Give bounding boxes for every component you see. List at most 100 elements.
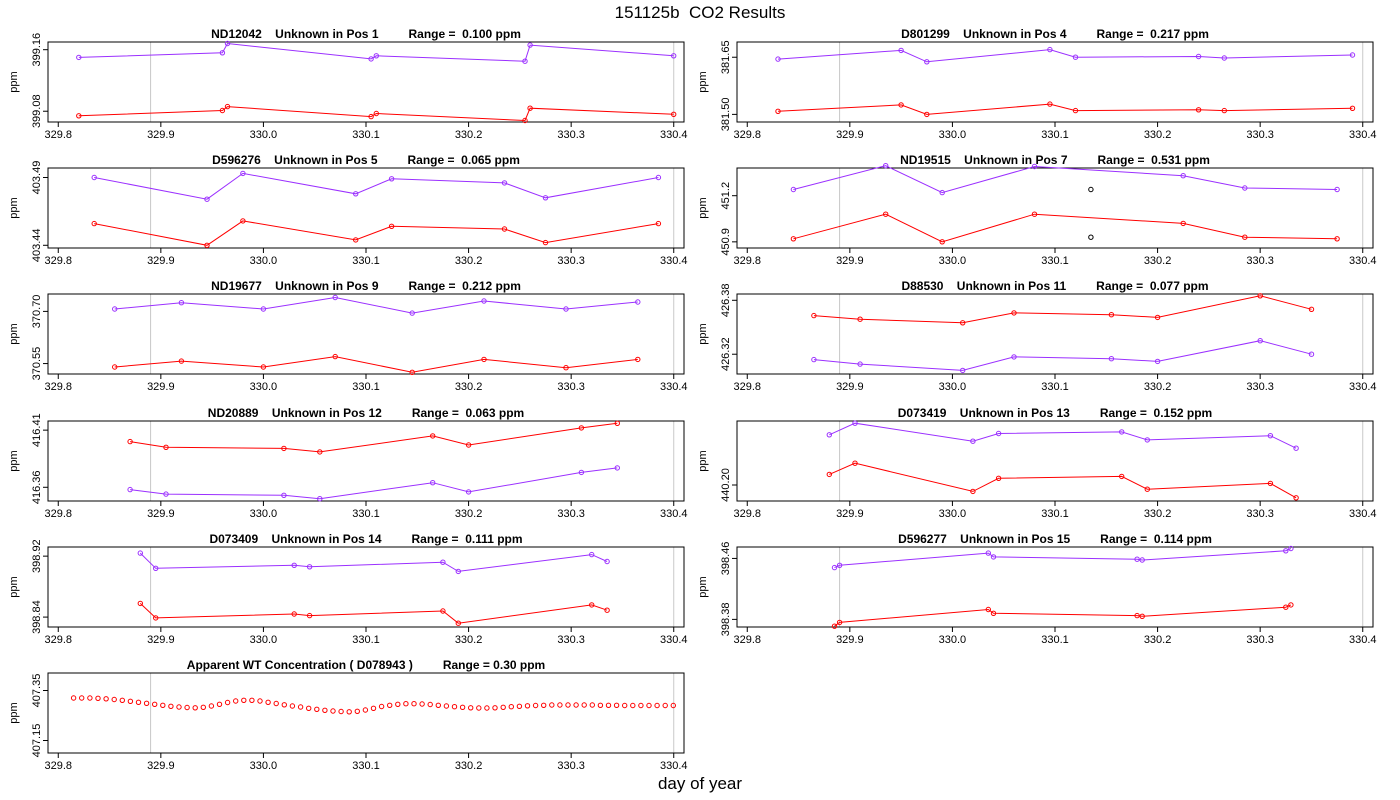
- data-point-lower: [1257, 338, 1263, 344]
- data-point-WT: [459, 704, 466, 710]
- data-point-WT: [654, 702, 660, 709]
- data-point-upper: [481, 298, 487, 304]
- data-point-WT: [492, 705, 498, 711]
- data-point-WT: [646, 702, 652, 709]
- data-point-lower: [430, 480, 436, 486]
- data-point-lower: [1283, 604, 1289, 610]
- x-tick-label: 329.8: [44, 381, 72, 393]
- y-tick-label: 426.32: [720, 337, 732, 371]
- data-point-upper: [1031, 163, 1038, 170]
- x-tick-label: 330.1: [352, 255, 380, 267]
- data-point-upper: [563, 306, 569, 312]
- data-point-upper: [1047, 46, 1053, 53]
- x-tick-label: 330.1: [1041, 634, 1069, 646]
- chart-panel-5: D88530 Unknown in Pos 11 Range = 0.077 p…: [697, 279, 1377, 393]
- data-point-lower: [1293, 495, 1299, 501]
- series-line-upper: [813, 295, 1312, 324]
- series-line-upper: [78, 42, 674, 62]
- data-point-lower: [995, 475, 1002, 481]
- data-point-lower: [332, 353, 338, 360]
- x-tick-label: 330.2: [455, 129, 483, 141]
- x-tick-label: 330.0: [939, 634, 967, 646]
- x-tick-label: 330.3: [1246, 381, 1274, 393]
- chart-panel-1: D801299 Unknown in Pos 4 Range = 0.217 p…: [697, 27, 1377, 141]
- data-point-WT: [79, 695, 85, 701]
- data-point-upper: [836, 562, 843, 568]
- data-point-WT: [265, 699, 271, 705]
- data-point-WT: [346, 709, 352, 715]
- data-point-upper: [501, 180, 508, 186]
- data-point-lower: [563, 365, 569, 371]
- panel-title: D073419 Unknown in Pos 13 Range = 0.152 …: [898, 406, 1212, 420]
- x-tick-label: 330.4: [1349, 381, 1377, 393]
- x-tick-label: 329.9: [836, 634, 864, 646]
- series-line-lower: [78, 106, 674, 122]
- y-tick-label: 381.65: [720, 40, 732, 74]
- x-tick-label: 330.3: [1246, 508, 1274, 520]
- data-point-WT: [500, 704, 506, 710]
- y-tick-label: 450.9: [720, 228, 732, 256]
- data-point-WT: [468, 705, 474, 711]
- data-point-upper: [76, 54, 82, 61]
- data-point-upper: [857, 316, 863, 322]
- data-point-WT: [565, 702, 571, 708]
- data-point-WT: [541, 702, 547, 708]
- data-point-WT: [233, 698, 239, 704]
- data-point-lower: [440, 608, 446, 614]
- x-tick-label: 329.9: [147, 381, 175, 393]
- chart-panel-2: D596276 Unknown in Pos 5 Range = 0.065 p…: [8, 153, 688, 267]
- data-point-upper: [368, 56, 374, 62]
- data-point-lower: [775, 108, 781, 115]
- data-point-WT: [451, 704, 458, 710]
- x-tick-label: 330.2: [455, 634, 483, 646]
- data-point-WT: [597, 702, 604, 708]
- data-point-WT: [435, 702, 441, 708]
- x-tick-label: 330.1: [1041, 129, 1069, 141]
- y-tick-label: 416.36: [31, 470, 43, 504]
- data-point-lower: [1119, 473, 1125, 480]
- data-point-WT: [524, 703, 531, 709]
- data-point-lower: [1072, 107, 1079, 114]
- y-tick-label: 440.20: [720, 468, 732, 502]
- y-tick-label: 398.38: [720, 603, 732, 637]
- panel-title: ND20889 Unknown in Pos 12 Range = 0.063 …: [208, 406, 524, 420]
- series-line-upper: [793, 165, 1338, 194]
- data-point-lower: [924, 111, 930, 118]
- panel-title: Apparent WT Concentration ( D078943 ) Ra…: [187, 658, 545, 672]
- y-axis-label: ppm: [8, 71, 20, 92]
- series-line-lower: [813, 340, 1312, 371]
- data-point-lower: [455, 620, 461, 626]
- data-point-upper: [826, 432, 832, 438]
- data-point-lower: [790, 236, 797, 242]
- data-point-upper: [219, 50, 226, 56]
- data-point-lower: [501, 226, 508, 232]
- x-tick-label: 329.9: [147, 634, 175, 646]
- x-tick-label: 330.1: [352, 508, 380, 520]
- y-axis-label: ppm: [697, 576, 709, 597]
- data-point-lower: [281, 492, 287, 498]
- data-point-upper: [960, 320, 966, 326]
- x-tick-label: 329.8: [44, 760, 72, 772]
- x-tick-label: 329.8: [733, 255, 761, 267]
- data-point-WT: [419, 701, 425, 707]
- data-point-lower: [1047, 101, 1053, 107]
- data-point-lower: [1334, 236, 1340, 242]
- x-tick-label: 330.1: [352, 381, 380, 393]
- data-point-lower: [852, 460, 858, 466]
- data-point-lower: [589, 602, 595, 608]
- data-point-lower: [522, 117, 528, 124]
- data-point-WT: [605, 702, 612, 708]
- data-point-lower: [240, 218, 246, 224]
- data-point-lower: [163, 491, 169, 497]
- data-point-lower: [137, 600, 144, 607]
- data-point-lower: [353, 237, 359, 243]
- data-point-WT: [224, 699, 231, 706]
- data-point-lower: [1011, 354, 1017, 360]
- data-point-WT: [516, 703, 523, 709]
- x-tick-label: 329.9: [147, 255, 175, 267]
- x-tick-label: 330.4: [1349, 129, 1377, 141]
- series-line-lower: [139, 603, 608, 624]
- data-point-lower: [91, 220, 97, 227]
- data-point-lower: [260, 364, 267, 370]
- series-line-upper: [829, 422, 1297, 449]
